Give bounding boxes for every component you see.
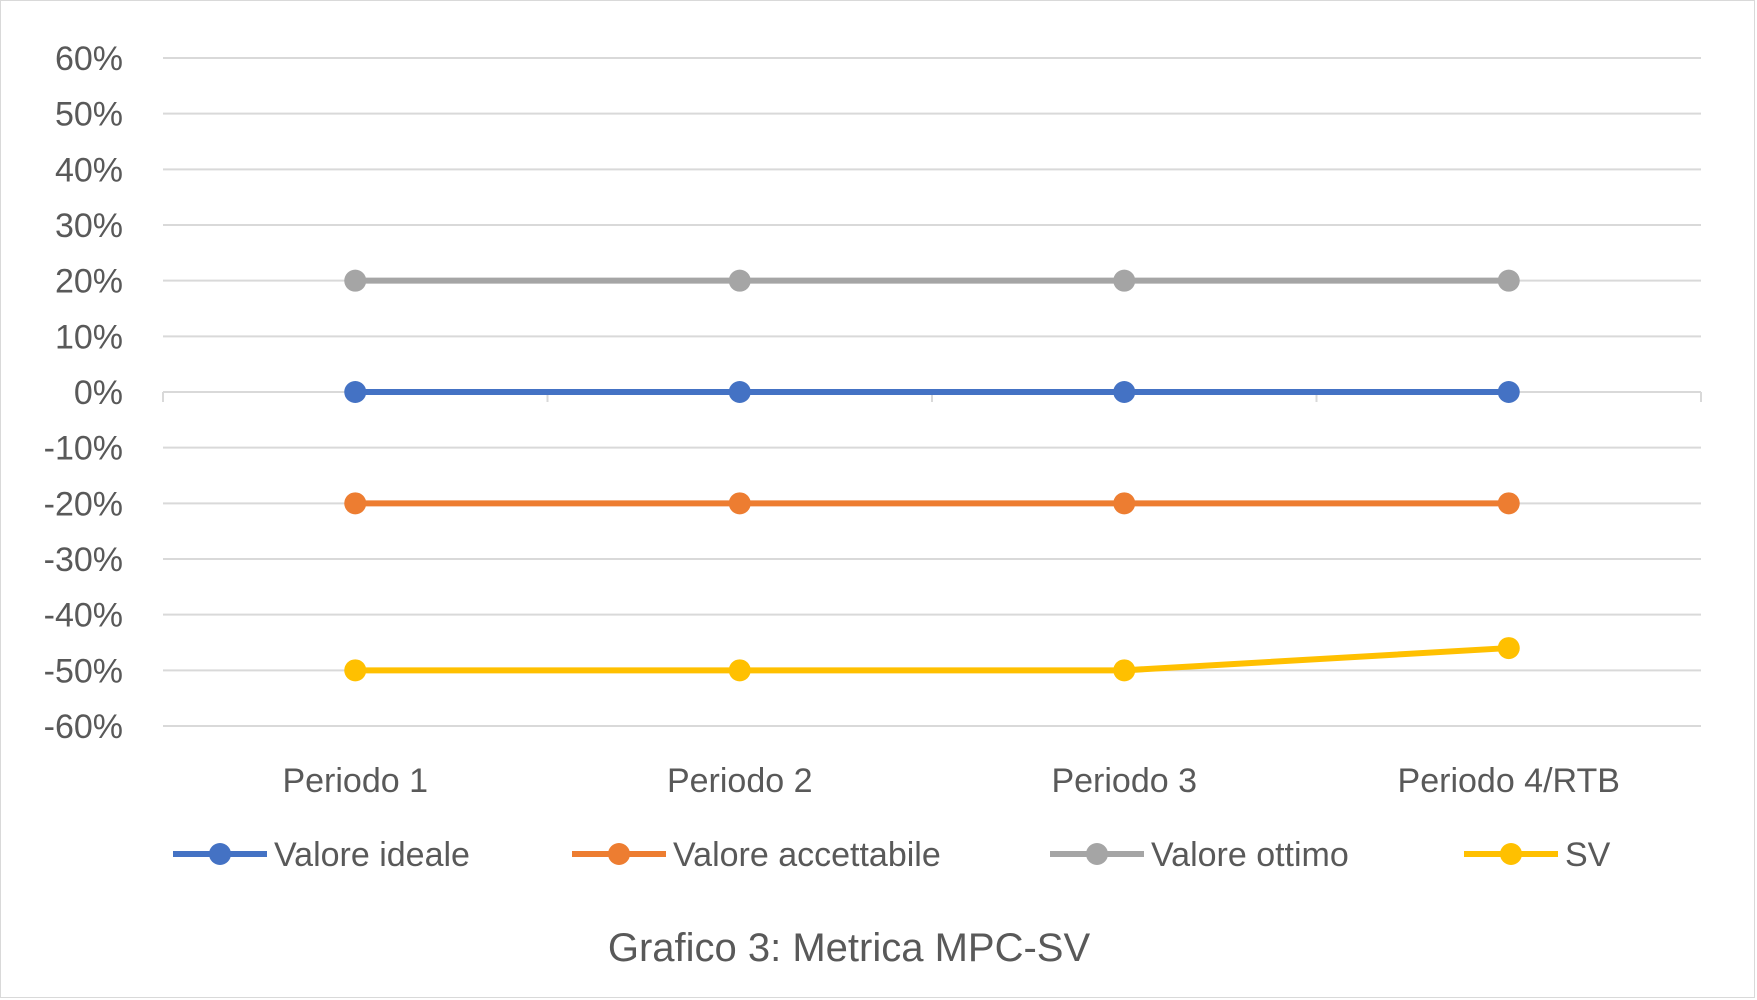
data-point [344, 492, 367, 515]
series-group [344, 492, 1520, 515]
y-tick-label: -10% [44, 430, 123, 468]
legend-label: Valore ideale [274, 836, 470, 874]
y-tick-label: -60% [44, 708, 123, 746]
y-tick-label: 40% [55, 151, 123, 189]
x-axis-category-labels: Periodo 1 Periodo 2 Periodo 3 Periodo 4/RTB [282, 762, 1619, 800]
series-group [344, 637, 1520, 682]
x-category-label: Periodo 4/RTB [1398, 762, 1620, 800]
legend-item: Valore ideale [173, 836, 470, 874]
series-group [344, 269, 1520, 292]
y-tick-label: 0% [74, 374, 123, 412]
data-point [1113, 269, 1136, 292]
series-lines [344, 269, 1520, 682]
legend-item: Valore accettabile [572, 836, 941, 874]
y-tick-label: -50% [44, 652, 123, 690]
legend-item: SV [1464, 836, 1611, 874]
legend-label: Valore accettabile [673, 836, 941, 874]
legend-swatch-marker [209, 843, 231, 865]
data-point [728, 492, 751, 515]
data-point [1497, 381, 1520, 403]
data-point [1113, 659, 1136, 682]
x-category-label: Periodo 2 [667, 762, 813, 800]
data-point [344, 659, 367, 682]
data-point [728, 659, 751, 682]
y-tick-label: 20% [55, 263, 123, 301]
data-point [344, 269, 367, 292]
data-point [1497, 637, 1520, 660]
legend-label: Valore ottimo [1151, 836, 1349, 874]
y-tick-label: -20% [44, 485, 123, 523]
data-point [1113, 381, 1136, 403]
data-point [1113, 492, 1136, 515]
legend: Valore ideale Valore accettabile Valore ot… [173, 836, 1611, 874]
data-point [1497, 492, 1520, 515]
legend-swatch-marker [1086, 843, 1108, 865]
data-point [344, 381, 367, 403]
data-point [728, 269, 751, 292]
y-axis-tick-labels: 60% 50% 40% 30% 20% 10% 0% -10% -20% -30% -40% -50%… [44, 40, 123, 746]
x-category-label: Periodo 1 [282, 762, 428, 800]
y-tick-label: -40% [44, 597, 123, 635]
data-point [728, 381, 751, 403]
series-line [355, 645, 1509, 674]
chart-caption: Grafico 3: Metrica MPC-SV [608, 926, 1091, 970]
x-category-label: Periodo 3 [1051, 762, 1197, 800]
y-tick-label: 50% [55, 96, 123, 134]
data-point [1497, 269, 1520, 292]
legend-swatch-marker [608, 843, 630, 865]
legend-swatch-marker [1500, 843, 1522, 865]
y-tick-label: -30% [44, 541, 123, 579]
legend-label: SV [1565, 836, 1611, 874]
y-tick-label: 60% [55, 40, 123, 78]
series-group [344, 381, 1520, 403]
y-tick-label: 10% [55, 318, 123, 356]
y-tick-label: 30% [55, 207, 123, 245]
legend-item: Valore ottimo [1050, 836, 1349, 874]
